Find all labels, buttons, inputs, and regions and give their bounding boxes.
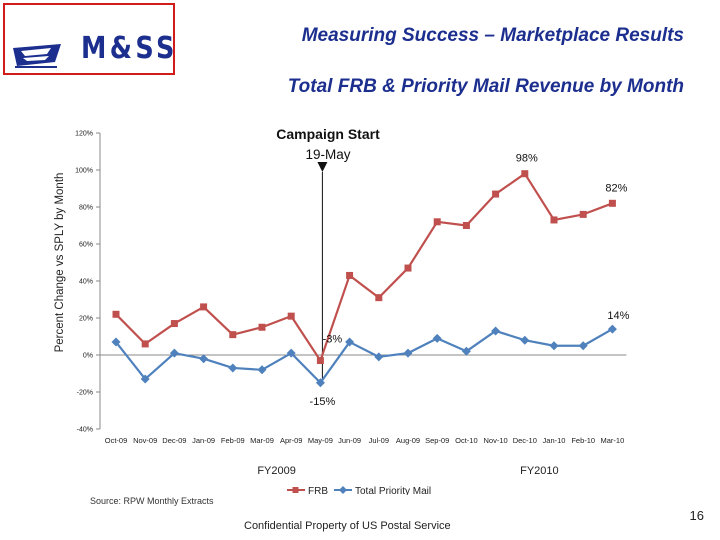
x-tick-label: Jan-10 [543, 436, 566, 445]
legend-label-total-priority-mail: Total Priority Mail [355, 486, 431, 495]
data-point-total-priority-mail [140, 374, 150, 384]
y-tick-label: 20% [79, 316, 93, 323]
data-point-frb [112, 310, 120, 318]
legend-label-frb: FRB [308, 486, 328, 495]
brand-wordmark: M&SS [81, 31, 178, 66]
y-axis-title: Percent Change vs SPLY by Month [54, 173, 66, 353]
legend-marker-frb [292, 487, 299, 493]
data-point-total-priority-mail [199, 354, 209, 364]
data-point-total-priority-mail [345, 337, 355, 347]
campaign-arrow-icon [317, 162, 328, 172]
x-tick-label: May-09 [308, 436, 333, 445]
chart-subtitle: Total FRB & Priority Mail Revenue by Mon… [287, 76, 684, 97]
y-tick-label: 60% [79, 242, 93, 249]
data-point-total-priority-mail [315, 378, 325, 388]
y-tick-label: 40% [79, 279, 93, 286]
data-label: 14% [607, 310, 629, 322]
data-point-frb [229, 331, 237, 339]
data-point-total-priority-mail [491, 326, 501, 336]
y-tick-label: -20% [77, 390, 93, 397]
x-tick-label: Mar-09 [250, 436, 274, 445]
x-tick-label: Mar-10 [601, 436, 625, 445]
data-point-frb [200, 303, 208, 311]
legend-marker-total-priority-mail [339, 486, 347, 494]
data-point-frb [287, 312, 295, 320]
data-point-total-priority-mail [520, 335, 530, 345]
data-point-frb [433, 218, 441, 226]
data-point-frb [579, 210, 587, 218]
data-point-frb [346, 271, 354, 279]
source-note: Source: RPW Monthly Extracts [90, 496, 214, 506]
campaign-start-label: Campaign Start [276, 126, 380, 142]
data-point-frb [375, 294, 383, 302]
data-point-total-priority-mail [549, 341, 559, 351]
x-tick-label: Oct-10 [455, 436, 478, 445]
data-label: 98% [516, 153, 538, 165]
data-point-total-priority-mail [578, 341, 588, 351]
data-point-frb [462, 222, 470, 229]
x-tick-label: Feb-09 [221, 436, 245, 445]
data-point-frb [608, 199, 616, 207]
logo-box: M&SS [3, 3, 175, 75]
data-point-total-priority-mail [374, 352, 384, 362]
data-point-total-priority-mail [403, 348, 413, 358]
data-point-frb [550, 216, 558, 224]
fiscal-year-label: FY2009 [257, 465, 296, 477]
x-tick-label: Dec-10 [513, 436, 537, 445]
data-point-total-priority-mail [169, 348, 179, 358]
usps-eagle-logo-icon [13, 44, 61, 68]
data-label: -3% [323, 334, 343, 346]
campaign-date-label: 19-May [305, 147, 350, 162]
data-point-frb [492, 190, 500, 198]
series-line-frb [115, 172, 613, 362]
x-tick-label: Aug-09 [396, 436, 420, 445]
fiscal-year-label: FY2010 [520, 465, 559, 477]
data-point-total-priority-mail [461, 346, 471, 356]
y-tick-label: 100% [75, 168, 93, 175]
x-tick-label: Jul-09 [369, 436, 389, 445]
data-point-frb [404, 264, 412, 272]
data-point-frb [170, 320, 178, 328]
data-label: 82% [605, 182, 627, 194]
x-tick-label: Sep-09 [425, 436, 449, 445]
x-tick-label: Dec-09 [162, 436, 186, 445]
data-label: -15% [310, 396, 336, 408]
data-point-total-priority-mail [432, 333, 442, 343]
y-tick-label: 80% [79, 205, 93, 212]
y-tick-label: 0% [83, 353, 93, 360]
data-point-frb [141, 340, 149, 348]
data-point-frb [316, 357, 324, 365]
page-number: 16 [689, 508, 704, 523]
data-point-total-priority-mail [257, 365, 267, 375]
x-tick-label: Feb-10 [571, 436, 595, 445]
confidential-notice: Confidential Property of US Postal Servi… [244, 520, 451, 532]
x-tick-label: Jun-09 [338, 436, 361, 445]
x-tick-label: Apr-09 [280, 436, 303, 445]
x-tick-label: Oct-09 [105, 436, 128, 445]
x-tick-label: Nov-10 [484, 436, 508, 445]
page-title: Measuring Success – Marketplace Results [301, 25, 684, 46]
data-point-total-priority-mail [286, 348, 296, 358]
x-tick-label: Jan-09 [192, 436, 215, 445]
data-point-frb [258, 323, 266, 331]
line-chart: 120% 100% 80% 60% 40% 20% 0% -20% -40% Percent Ch… [54, 126, 630, 495]
data-point-frb [521, 170, 529, 178]
data-point-total-priority-mail [111, 337, 121, 347]
data-point-total-priority-mail [607, 324, 617, 334]
x-tick-label: Nov-09 [133, 436, 157, 445]
data-point-total-priority-mail [228, 363, 238, 373]
y-tick-label: -40% [77, 427, 93, 434]
series-line-total-priority-mail [115, 328, 613, 384]
y-tick-label: 120% [75, 131, 93, 138]
